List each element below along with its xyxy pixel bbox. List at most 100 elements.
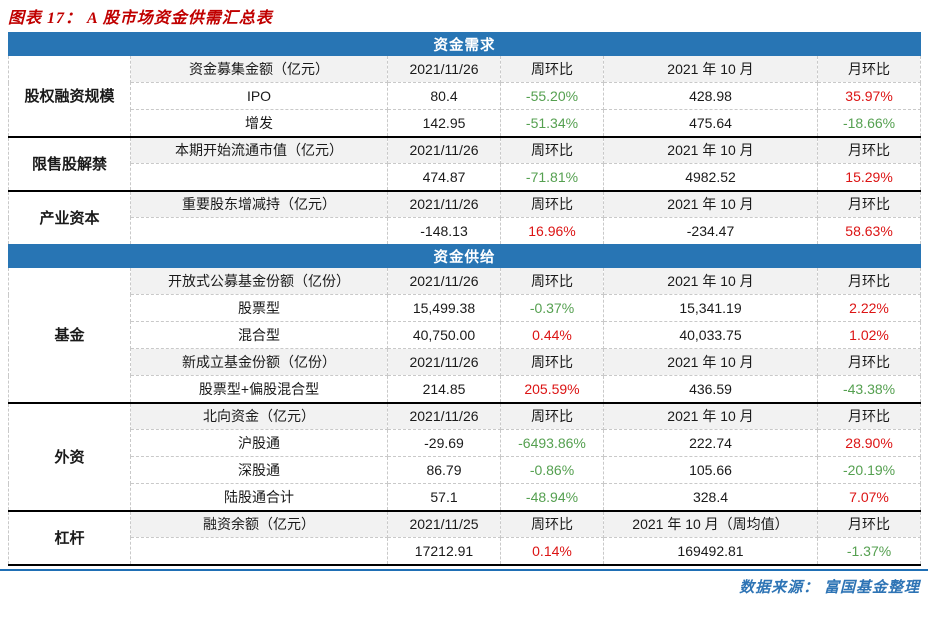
value-cell: -29.69 bbox=[387, 429, 501, 457]
item-cell: 股票型 bbox=[130, 294, 388, 322]
value-cell: 28.90% bbox=[816, 429, 922, 457]
row-group-label: 产业资本 bbox=[8, 189, 131, 245]
row-group-label: 外资 bbox=[8, 401, 131, 511]
value-cell: 2021/11/26 bbox=[387, 135, 501, 164]
value-cell: 86.79 bbox=[387, 456, 501, 484]
row-group-label: 基金 bbox=[8, 267, 131, 403]
table-row: 增发 142.95 -51.34% 475.64 -18.66% bbox=[9, 109, 922, 137]
value-cell: -48.94% bbox=[500, 483, 604, 511]
value-cell: 月环比 bbox=[816, 135, 922, 164]
value-cell: 57.1 bbox=[387, 483, 501, 511]
value-cell: 周环比 bbox=[500, 267, 604, 295]
value-cell: 周环比 bbox=[500, 189, 604, 218]
value-cell: 月环比 bbox=[816, 55, 922, 83]
value-cell: 214.85 bbox=[387, 375, 501, 403]
value-cell: 2021/11/25 bbox=[387, 509, 501, 538]
summary-table: 资金需求 股权融资规模 资金募集金额（亿元） 2021/11/26 周环比 2021 年 … bbox=[7, 32, 922, 566]
table-row: 陆股通合计 57.1 -48.94% 328.4 7.07% bbox=[9, 483, 922, 511]
table-row: -148.13 16.96% -234.47 58.63% bbox=[9, 217, 922, 245]
item-cell: 融资余额（亿元） bbox=[130, 509, 388, 538]
value-cell: 月环比 bbox=[816, 401, 922, 430]
value-cell: 0.44% bbox=[500, 321, 604, 349]
section-band: 资金需求 bbox=[7, 32, 922, 56]
value-cell: 15.29% bbox=[816, 163, 922, 191]
value-cell: 2021/11/26 bbox=[387, 267, 501, 295]
value-cell: 2021 年 10 月 bbox=[603, 267, 818, 295]
item-cell: 本期开始流通市值（亿元） bbox=[130, 135, 388, 164]
value-cell: -148.13 bbox=[387, 217, 501, 245]
bottom-rule bbox=[0, 568, 928, 571]
value-cell: 428.98 bbox=[603, 82, 818, 110]
value-cell: 周环比 bbox=[500, 348, 604, 376]
value-cell: 474.87 bbox=[387, 163, 501, 191]
row-group-label: 杠杆 bbox=[8, 509, 131, 565]
value-cell: 0.14% bbox=[500, 537, 604, 565]
value-cell: 2.22% bbox=[816, 294, 922, 322]
value-cell: 105.66 bbox=[603, 456, 818, 484]
value-cell: 月环比 bbox=[816, 267, 922, 295]
value-cell: 月环比 bbox=[816, 348, 922, 376]
item-cell bbox=[130, 163, 388, 191]
item-cell: 股票型+偏股混合型 bbox=[130, 375, 388, 403]
value-cell: -18.66% bbox=[816, 109, 922, 137]
value-cell: 169492.81 bbox=[603, 537, 818, 565]
value-cell: 2021/11/26 bbox=[387, 189, 501, 218]
value-cell: -55.20% bbox=[500, 82, 604, 110]
value-cell: 周环比 bbox=[500, 401, 604, 430]
value-cell: 2021/11/26 bbox=[387, 401, 501, 430]
value-cell: 2021 年 10 月（周均值） bbox=[603, 509, 818, 538]
value-cell: 142.95 bbox=[387, 109, 501, 137]
value-cell: 2021 年 10 月 bbox=[603, 348, 818, 376]
value-cell: 周环比 bbox=[500, 135, 604, 164]
table-row: 股票型+偏股混合型 214.85 205.59% 436.59 -43.38% bbox=[9, 375, 922, 403]
value-cell: 58.63% bbox=[816, 217, 922, 245]
value-cell: 2021/11/26 bbox=[387, 55, 501, 83]
summary-table-body: 资金需求 股权融资规模 资金募集金额（亿元） 2021/11/26 周环比 2021 年 … bbox=[7, 32, 922, 565]
value-cell: -6493.86% bbox=[500, 429, 604, 457]
item-cell: 深股通 bbox=[130, 456, 388, 484]
item-cell: IPO bbox=[130, 82, 388, 110]
value-cell: 周环比 bbox=[500, 509, 604, 538]
value-cell: 35.97% bbox=[816, 82, 922, 110]
value-cell: 15,499.38 bbox=[387, 294, 501, 322]
table-row: 产业资本 重要股东增减持（亿元） 2021/11/26 周环比 2021 年 10 月月… bbox=[8, 189, 922, 245]
value-cell: 436.59 bbox=[603, 375, 818, 403]
value-cell: 2021 年 10 月 bbox=[603, 189, 818, 218]
table-row: 杠杆 融资余额（亿元） 2021/11/25 周环比 2021 年 10 月（周均值）月… bbox=[8, 509, 922, 565]
item-cell: 开放式公募基金份额（亿份） bbox=[130, 267, 388, 295]
value-cell: 1.02% bbox=[816, 321, 922, 349]
value-cell: 328.4 bbox=[603, 483, 818, 511]
table-row: 限售股解禁 本期开始流通市值（亿元） 2021/11/26 周环比 2021 年 10 … bbox=[8, 135, 922, 191]
item-cell: 混合型 bbox=[130, 321, 388, 349]
table-row: 股权融资规模 资金募集金额（亿元） 2021/11/26 周环比 2021 年 10 月… bbox=[8, 55, 922, 137]
item-cell: 重要股东增减持（亿元） bbox=[130, 189, 388, 218]
table-row: 基金 开放式公募基金份额（亿份） 2021/11/26 周环比 2021 年 10 月月… bbox=[8, 267, 922, 403]
value-cell: -71.81% bbox=[500, 163, 604, 191]
value-cell: -51.34% bbox=[500, 109, 604, 137]
item-cell: 陆股通合计 bbox=[130, 483, 388, 511]
table-row: 474.87 -71.81% 4982.52 15.29% bbox=[9, 163, 922, 191]
section-band: 资金供给 bbox=[7, 244, 922, 268]
value-cell: 2021/11/26 bbox=[387, 348, 501, 376]
data-source: 数据来源： 富国基金整理 bbox=[0, 571, 928, 597]
row-group-label: 股权融资规模 bbox=[8, 55, 131, 137]
value-cell: -0.37% bbox=[500, 294, 604, 322]
value-cell: 月环比 bbox=[816, 189, 922, 218]
table-row: 混合型 40,750.00 0.44% 40,033.75 1.02% bbox=[9, 321, 922, 349]
value-cell: 4982.52 bbox=[603, 163, 818, 191]
value-cell: 2021 年 10 月 bbox=[603, 55, 818, 83]
item-cell: 北向资金（亿元） bbox=[130, 401, 388, 430]
value-cell: 月环比 bbox=[816, 509, 922, 538]
value-cell: 17212.91 bbox=[387, 537, 501, 565]
table-row: 深股通 86.79 -0.86% 105.66 -20.19% bbox=[9, 456, 922, 484]
table-row: IPO 80.4 -55.20% 428.98 35.97% bbox=[9, 82, 922, 110]
table-row: 外资 北向资金（亿元） 2021/11/26 周环比 2021 年 10 月月环比 bbox=[8, 401, 922, 511]
table-row: 股票型 15,499.38 -0.37% 15,341.19 2.22% bbox=[9, 294, 922, 322]
value-cell: 15,341.19 bbox=[603, 294, 818, 322]
item-cell: 新成立基金份额（亿份） bbox=[130, 348, 388, 376]
value-cell: 2021 年 10 月 bbox=[603, 135, 818, 164]
value-cell: 40,750.00 bbox=[387, 321, 501, 349]
data-source-value: 富国基金整理 bbox=[823, 579, 920, 596]
item-cell bbox=[130, 217, 388, 245]
value-cell: 40,033.75 bbox=[603, 321, 818, 349]
